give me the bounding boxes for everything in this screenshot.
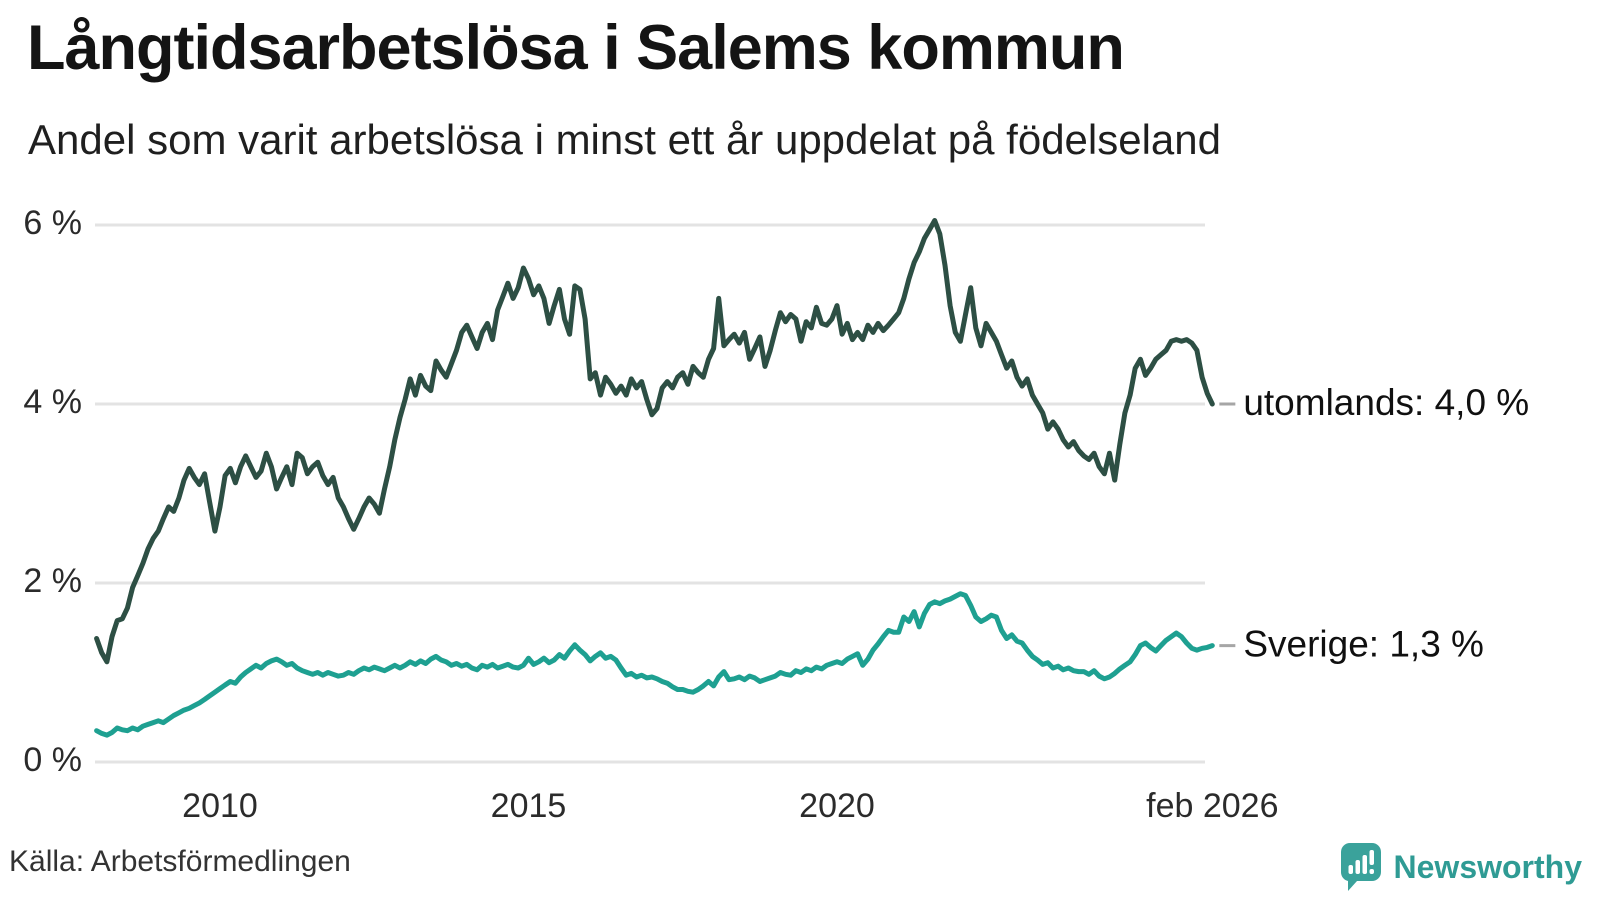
x-axis-label-feb-2026: feb 2026 xyxy=(1146,787,1278,825)
series-annotation-utomlands: utomlands: 4,0 % xyxy=(1243,382,1529,423)
series-line-utomlands xyxy=(94,218,1215,665)
y-axis-label-0: 0 % xyxy=(23,741,82,779)
x-axis-label-2020: 2020 xyxy=(799,787,875,825)
newsworthy-bubble-icon xyxy=(1340,843,1381,891)
chart-title: Långtidsarbetslösa i Salems kommun xyxy=(27,13,1125,83)
x-axis-label-2010: 2010 xyxy=(182,787,258,825)
brand-logo: Newsworthy xyxy=(1340,838,1582,896)
y-axis-label-2: 2 % xyxy=(23,562,82,600)
source-note: Källa: Arbetsförmedlingen xyxy=(9,845,351,878)
y-axis-label-6: 6 % xyxy=(23,204,82,242)
x-axis-label-2015: 2015 xyxy=(491,787,567,825)
chart-subtitle: Andel som varit arbetslösa i minst ett å… xyxy=(28,116,1222,163)
brand-wordmark: Newsworthy xyxy=(1393,848,1582,885)
series-line-sverige xyxy=(94,591,1215,738)
series-annotation-sverige: Sverige: 1,3 % xyxy=(1243,623,1484,664)
y-axis-label-4: 4 % xyxy=(23,383,82,421)
